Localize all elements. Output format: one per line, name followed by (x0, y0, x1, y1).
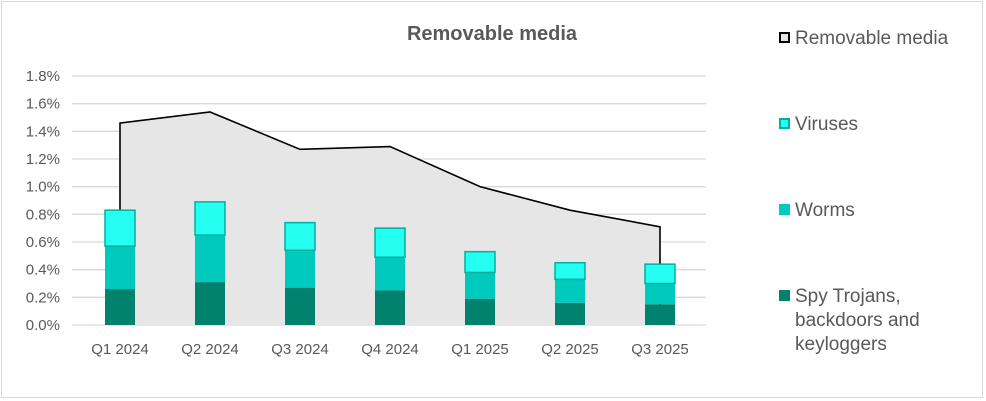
bar-spy (645, 304, 675, 325)
y-tick-label: 0.2% (26, 289, 60, 306)
legend-label: Worms (795, 200, 855, 221)
bar-viruses (284, 221, 316, 252)
x-tick-label: Q2 2025 (541, 341, 599, 358)
legend-swatch (779, 290, 790, 301)
y-tick-label: 0.4% (26, 262, 60, 279)
bar-spy (465, 298, 495, 325)
bar-spy (555, 302, 585, 325)
bar-viruses (194, 201, 226, 236)
area-removable-media (120, 111, 660, 325)
y-tick-label: 0.8% (26, 206, 60, 223)
legend-item: Viruses (779, 113, 858, 137)
bar-worms (375, 257, 405, 291)
bar-worms (195, 235, 225, 283)
x-tick-label: Q3 2025 (631, 341, 689, 358)
bar-worms (105, 246, 135, 290)
legend-item: Removable media (779, 27, 948, 51)
bar-spy (195, 282, 225, 325)
bar-worms (285, 250, 315, 288)
line-removable-media (119, 111, 661, 325)
bar-spy (375, 290, 405, 325)
x-tick-label: Q1 2025 (451, 341, 509, 358)
x-tick-label: Q4 2024 (361, 341, 419, 358)
legend-swatch (779, 32, 790, 43)
x-tick-label: Q1 2024 (91, 341, 149, 358)
legend-swatch (779, 204, 790, 215)
legend-label: Spy Trojans, backdoors and keyloggers (795, 286, 920, 355)
y-tick-label: 0.6% (26, 234, 60, 251)
bar-viruses (374, 227, 406, 258)
bar-spy (285, 287, 315, 325)
chart-title: Removable media (407, 23, 578, 45)
bar-viruses (554, 262, 586, 281)
y-tick-label: 0.0% (26, 317, 60, 334)
bar-spy (105, 289, 135, 325)
legend-item: Spy Trojans, backdoors and keyloggers (779, 285, 975, 357)
bar-viruses (644, 263, 676, 285)
x-tick-label: Q2 2024 (181, 341, 239, 358)
y-tick-label: 1.0% (26, 179, 60, 196)
legend-label: Viruses (795, 114, 859, 135)
y-tick-label: 1.2% (26, 151, 60, 168)
bar-viruses (104, 209, 136, 247)
bar-worms (465, 272, 495, 299)
legend-swatch (779, 118, 790, 129)
y-tick-label: 1.6% (26, 96, 60, 113)
legend-item: Worms (779, 199, 855, 223)
x-tick-label: Q3 2024 (271, 341, 329, 358)
bar-worms (645, 283, 675, 305)
bar-viruses (464, 250, 496, 274)
y-tick-label: 1.4% (26, 123, 60, 140)
bar-worms (555, 279, 585, 303)
y-tick-label: 1.8% (26, 68, 60, 85)
legend-label: Removable media (795, 28, 949, 49)
